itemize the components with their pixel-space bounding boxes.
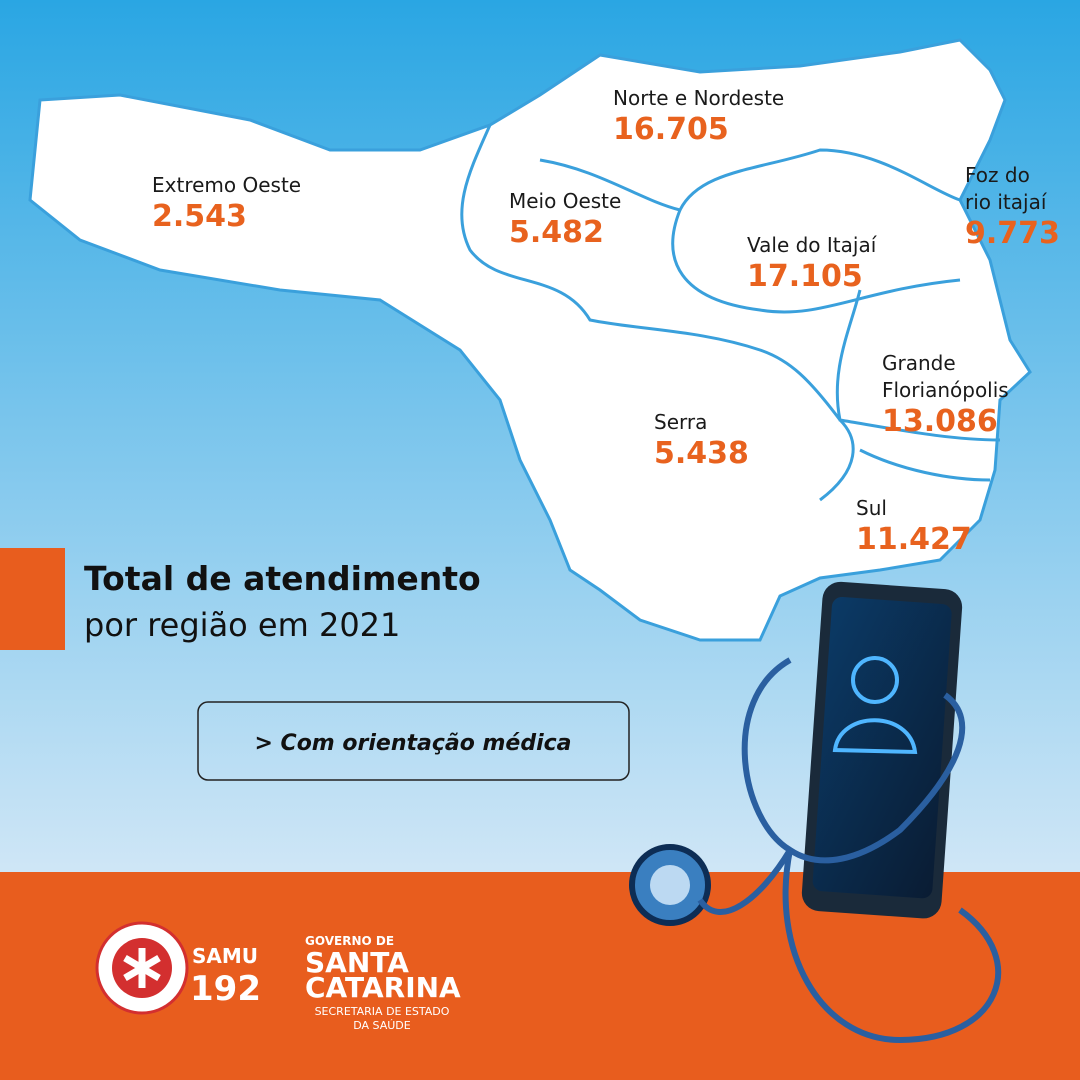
button-label[interactable]: > Com orientação médica [254,731,571,756]
button[interactable] [197,701,630,781]
headline-regular: por região em 2021 [84,606,400,644]
gov-line1: GOVERNO DE [305,934,394,948]
region-name: Foz do [965,163,1030,187]
gov-line2: SANTA [305,946,409,979]
gov-line4: SECRETARIA DE ESTADO [315,1005,450,1018]
region-value: 2.543 [152,199,247,234]
region-value: 17.105 [747,259,863,294]
region-name: Grande [882,351,956,375]
region-name: rio itajaí [965,190,1048,214]
region-value: 16.705 [613,112,729,147]
region-name: Sul [856,496,887,520]
region-value: 5.438 [654,436,749,471]
region-value: 13.086 [882,404,998,439]
region-name: Extremo Oeste [152,173,301,197]
region-name: Serra [654,410,707,434]
state-map [28,38,1032,642]
accent-tab [0,548,65,650]
region-name: Meio Oeste [509,189,621,213]
region-value: 9.773 [965,216,1060,251]
region-name: Vale do Itajaí [747,233,878,257]
samu-logo [95,921,189,1015]
samu-number: 192 [190,969,261,1009]
region-name: Florianópolis [882,378,1009,402]
gov-line3: CATARINA [305,971,461,1004]
region-borders [460,124,1001,502]
gov-line5: DA SAÚDE [353,1019,411,1032]
headline-bold: Total de atendimento [84,559,481,598]
samu-name: SAMU [192,944,258,968]
region-value: 5.482 [509,215,604,250]
region-value: 11.427 [856,522,972,557]
region-name: Norte e Nordeste [613,86,784,110]
phone-illustration [629,581,1002,1044]
